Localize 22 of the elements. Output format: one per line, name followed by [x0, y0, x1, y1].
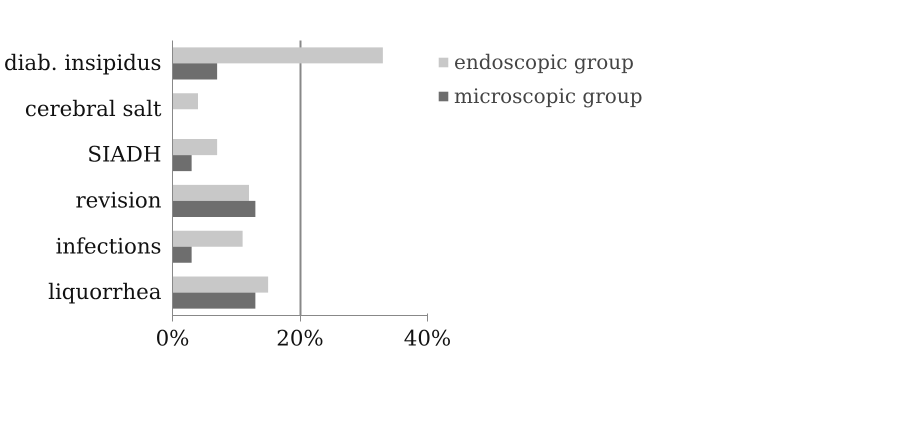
y-tick-label: infections [56, 234, 162, 260]
legend-label: endoscopic group [454, 50, 634, 74]
y-tick-label: SIADH [87, 142, 162, 168]
x-tick-label: 40% [404, 326, 452, 352]
legend-label: microscopic group [454, 84, 643, 108]
bar [172, 246, 192, 263]
bar [172, 93, 198, 110]
bar [172, 155, 192, 172]
bar [172, 139, 218, 156]
x-tick-label: 20% [276, 326, 324, 352]
bar [172, 47, 383, 64]
y-tick-label: revision [75, 188, 162, 214]
y-tick-label: liquorrhea [48, 280, 162, 306]
bar [172, 200, 256, 217]
bar [172, 184, 249, 201]
y-tick-label: cerebral salt [24, 96, 162, 122]
x-tick-label: 0% [156, 326, 190, 352]
bar [172, 276, 268, 293]
y-tick-label: diab. insipidus [4, 50, 162, 76]
bar [172, 292, 256, 309]
bar [172, 230, 243, 247]
bar [172, 63, 218, 80]
